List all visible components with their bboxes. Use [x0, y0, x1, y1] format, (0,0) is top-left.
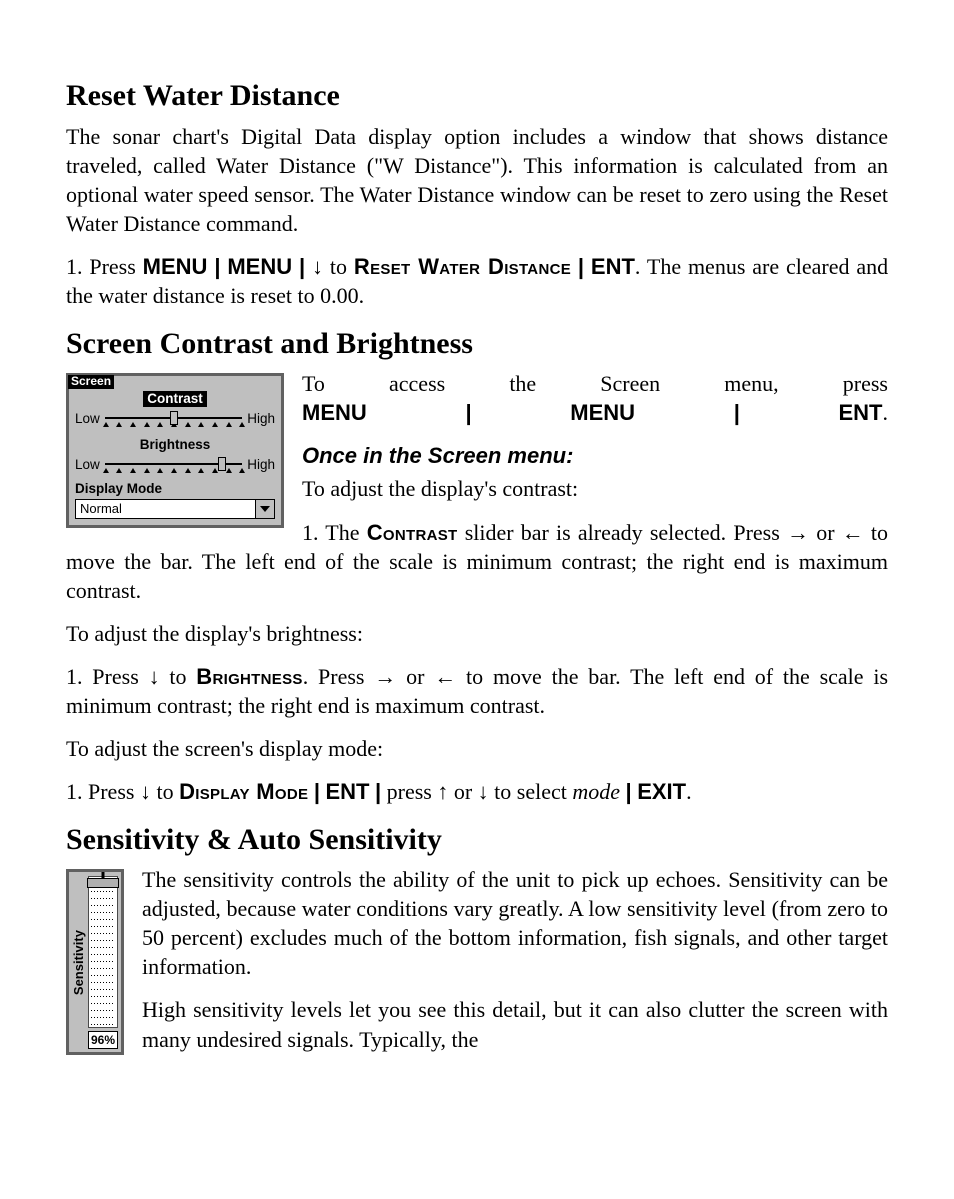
arrow-down-icon: ↓	[312, 254, 323, 279]
para-sensitivity-2: High sensitivity levels let you see this…	[66, 995, 888, 1053]
pipe: |	[465, 400, 471, 425]
text: 1. Press	[66, 664, 149, 689]
pipe: |	[375, 779, 381, 804]
menu-item-brightness: Brightness	[196, 664, 302, 689]
arrow-up-icon: ↑	[437, 779, 448, 804]
text: to select	[494, 779, 572, 804]
arrow-left-icon: ←	[842, 520, 864, 545]
slider-low-label: Low	[75, 456, 100, 474]
display-mode-select[interactable]: Normal	[75, 499, 275, 519]
para-adjust-mode: To adjust the screen's display mode:	[66, 734, 888, 763]
step-brightness: 1. Press ↓ to Brightness. Press → or ← t…	[66, 662, 888, 720]
arrow-right-icon: →	[374, 664, 396, 689]
heading-screen-contrast-brightness: Screen Contrast and Brightness	[66, 324, 888, 364]
contrast-thumb[interactable]	[170, 411, 178, 425]
subheading-once-in-screen: Once in the Screen menu:	[302, 443, 573, 468]
pipe: |	[734, 400, 740, 425]
pipe: |	[299, 254, 305, 279]
arrow-down-icon: ↓	[478, 779, 489, 804]
text: . Press	[303, 664, 375, 689]
arrow-left-icon: ←	[434, 664, 456, 689]
sensitivity-label: Sensitivity	[70, 930, 87, 995]
dropdown-arrow-icon[interactable]	[255, 500, 274, 518]
text: to	[330, 254, 354, 279]
key-menu: MENU	[227, 254, 292, 279]
key-ent: ENT	[839, 400, 883, 425]
text: .	[686, 779, 692, 804]
sensitivity-slider[interactable]	[88, 876, 118, 1028]
text: .	[883, 400, 889, 425]
sensitivity-value: 96%	[88, 1031, 118, 1049]
display-mode-row: Display Mode Normal	[69, 476, 281, 526]
heading-sensitivity: Sensitivity & Auto Sensitivity	[66, 820, 888, 860]
key-menu: MENU	[302, 400, 367, 425]
mode-placeholder: mode	[572, 779, 620, 804]
brightness-slider-block: Brightness Low High	[69, 430, 281, 476]
step-contrast: 1. The Contrast slider bar is already se…	[66, 518, 888, 605]
pipe: |	[626, 779, 632, 804]
key-menu: MENU	[143, 254, 208, 279]
text: To access the Screen menu, press	[302, 371, 888, 396]
pipe: |	[214, 254, 220, 279]
text: or	[816, 520, 842, 545]
text: or	[454, 779, 478, 804]
contrast-label: Contrast	[143, 391, 207, 407]
sensitivity-control-figure: Sensitivity 96%	[66, 869, 124, 1055]
menu-item-display-mode: Display Mode	[179, 779, 308, 804]
arrow-right-icon: →	[787, 520, 809, 545]
arrow-down-icon: ↓	[149, 664, 160, 689]
text: to	[156, 779, 179, 804]
text: slider bar is already selected. Press	[465, 520, 787, 545]
key-menu: MENU	[570, 400, 635, 425]
menu-item-reset-water-distance: Reset Water Distance	[354, 254, 571, 279]
pipe: |	[578, 254, 584, 279]
pipe: |	[314, 779, 320, 804]
key-ent: ENT	[591, 254, 635, 279]
sensitivity-ticks	[91, 891, 115, 1025]
slider-high-label: High	[247, 410, 275, 428]
display-mode-label: Display Mode	[75, 480, 275, 498]
sensitivity-thumb[interactable]	[87, 878, 119, 888]
slider-high-label: High	[247, 456, 275, 474]
contrast-slider[interactable]	[105, 412, 242, 426]
screen-menu-title: Screen	[68, 375, 114, 389]
para-reset-wd-intro: The sonar chart's Digital Data display o…	[66, 122, 888, 238]
text: 1. The	[302, 520, 367, 545]
brightness-label: Brightness	[136, 437, 215, 453]
brightness-thumb[interactable]	[218, 457, 226, 471]
para-adjust-brightness: To adjust the display's brightness:	[66, 619, 888, 648]
text: press	[387, 779, 438, 804]
text: to	[169, 664, 196, 689]
brightness-slider[interactable]	[105, 458, 242, 472]
menu-item-contrast: Contrast	[367, 520, 458, 545]
para-sensitivity-1: The sensitivity controls the ability of …	[66, 865, 888, 981]
screen-menu-figure: Screen Contrast Low High Brightness Low	[66, 373, 284, 528]
text: or	[406, 664, 434, 689]
text: 1. Press	[66, 254, 143, 279]
key-exit: EXIT	[637, 779, 686, 804]
heading-reset-water-distance: Reset Water Distance	[66, 76, 888, 116]
display-mode-value: Normal	[76, 500, 255, 518]
step-display-mode: 1. Press ↓ to Display Mode | ENT | press…	[66, 777, 888, 806]
step-reset-wd: 1. Press MENU | MENU | ↓ to Reset Water …	[66, 252, 888, 310]
text: 1. Press	[66, 779, 140, 804]
slider-low-label: Low	[75, 410, 100, 428]
key-ent: ENT	[325, 779, 369, 804]
arrow-down-icon: ↓	[140, 779, 151, 804]
